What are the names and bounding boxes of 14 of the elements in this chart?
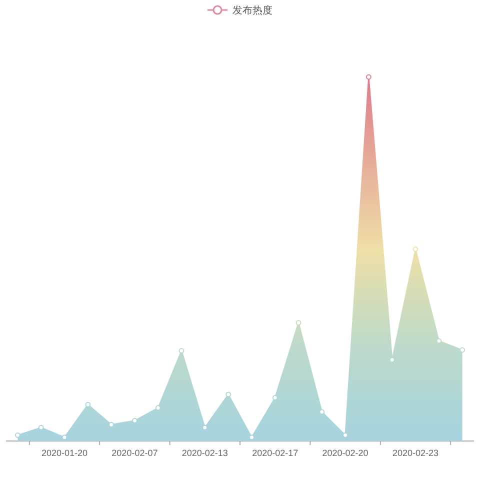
point bbox=[366, 74, 372, 80]
point bbox=[412, 246, 418, 252]
point bbox=[178, 348, 184, 354]
x-tick-label: 2020-02-07 bbox=[112, 448, 158, 458]
legend-label: 发布热度 bbox=[232, 4, 272, 16]
x-tick-label: 2020-01-20 bbox=[41, 448, 88, 458]
point bbox=[15, 432, 20, 438]
x-tick-label: 2020-02-20 bbox=[322, 448, 368, 458]
x-tick-label: 2020-02-17 bbox=[252, 448, 298, 458]
point bbox=[296, 320, 302, 326]
x-tick-label: 2020-02-23 bbox=[392, 448, 439, 458]
point bbox=[460, 347, 465, 353]
legend: 发布热度 bbox=[208, 5, 272, 16]
x-tick-label: 2020-02-13 bbox=[182, 448, 228, 458]
